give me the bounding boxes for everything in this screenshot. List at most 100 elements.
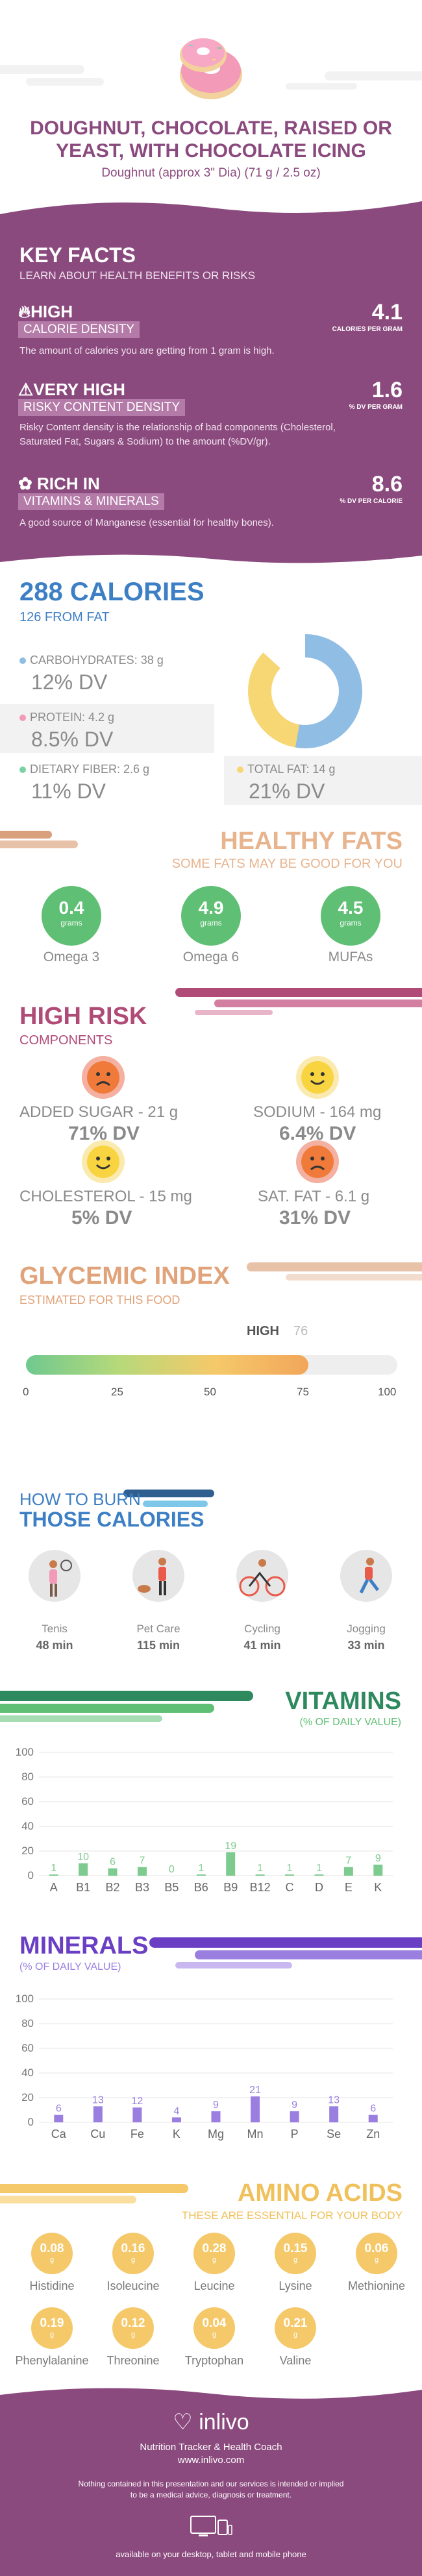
donut-fat (248, 634, 362, 748)
mineral-ytick-label: 0 (28, 2116, 34, 2128)
cycling-icon (236, 1550, 288, 1602)
sat-fat-name: SAT. FAT - 6.1 g (258, 1188, 370, 1205)
risky-density-desc: Risky Content density is the relationshi… (19, 422, 336, 447)
amino-value: 0.06 (364, 2242, 389, 2255)
vitamins-title: VITAMINS (285, 1687, 401, 1715)
pet-care-icon (132, 1550, 184, 1602)
gi-tick: 75 (297, 1386, 309, 1398)
vitamins-minerals-tag: VITAMINS & MINERALS (18, 493, 164, 510)
mineral-bar (368, 2115, 378, 2122)
risky-density-level: ⚠VERY HIGH (18, 380, 125, 399)
glycemic-value: 76 (293, 1324, 308, 1338)
vitamin-value-label: 7 (140, 1856, 145, 1867)
amino-unit: g (130, 2256, 136, 2264)
cloud-decoration (0, 65, 422, 90)
amino-value: 0.12 (121, 2316, 145, 2330)
fat-dv: 21% DV (249, 779, 325, 803)
omega6-circle: 4.9 grams (181, 886, 241, 946)
mineral-bar (251, 2096, 260, 2122)
fats-stripes (0, 831, 78, 848)
amino-unit: g (49, 2331, 55, 2338)
vitamin-ytick-label: 20 (21, 1845, 34, 1857)
amino-value: 0.16 (121, 2242, 145, 2255)
mineral-ytick-label: 100 (16, 1993, 34, 2005)
glycemic-level: HIGH (247, 1324, 279, 1338)
carbs-dv: 12% DV (31, 670, 108, 694)
vitamin-bar (343, 1867, 353, 1876)
key-facts-heading: KEY FACTS (19, 243, 136, 267)
amino-name: Isoleucine (106, 2279, 160, 2292)
mineral-value-label: 21 (249, 2085, 261, 2096)
mineral-value-label: 12 (131, 2096, 143, 2107)
minerals-bar-chart: 0 20 40 60 80 100 6 Ca 13 Cu 12 Fe 4 K 9 Mg 21 Mn 9 P 13 Se 6 Z… (16, 1993, 393, 2141)
vitamin-bar (49, 1874, 58, 1876)
protein-label: PROTEIN: 4.2 g (30, 711, 115, 724)
amino-unit: g (212, 2256, 217, 2264)
tennis-name: Tenis (42, 1623, 68, 1635)
serving-size: Doughnut (approx 3" Dia) (71 g / 2.5 oz) (101, 166, 321, 180)
tennis-icon (29, 1550, 81, 1602)
mineral-bar (132, 2107, 142, 2122)
pet-care-minutes: 115 min (136, 1639, 180, 1652)
vitamin-value-label: 1 (316, 1863, 322, 1874)
calorie-density-value: 4.1 (371, 300, 403, 325)
mufas-value: 4.5 (338, 898, 364, 918)
glycemic-title: GLYCEMIC INDEX (19, 1262, 230, 1290)
glycemic-ticks: 0 25 50 75 100 (23, 1386, 397, 1399)
gi-tick: 50 (204, 1386, 216, 1398)
carbs-dot (19, 657, 26, 665)
brand-name: inlivo (199, 2410, 249, 2435)
mineral-category-label: Zn (366, 2128, 380, 2141)
omega3-name: Omega 3 (43, 950, 100, 964)
footer: ♡ inlivo Nutrition Tracker & Health Coac… (0, 2401, 422, 2576)
vitamin-bar (226, 1852, 236, 1876)
amino-name: Leucine (193, 2279, 235, 2292)
footer-url[interactable]: www.inlivo.com (177, 2455, 245, 2466)
vitamin-value-label: 9 (375, 1853, 381, 1864)
mineral-value-label: 9 (292, 2100, 297, 2111)
mineral-ytick-label: 40 (21, 2067, 34, 2079)
sodium-name: SODIUM - 164 mg (253, 1103, 382, 1121)
cholesterol-name: CHOLESTEROL - 15 mg (19, 1188, 192, 1205)
mineral-bar (54, 2115, 64, 2122)
vitamin-ytick-label: 0 (28, 1869, 34, 1882)
mufas-name: MUFAs (328, 950, 373, 964)
footer-tagline: Nutrition Tracker & Health Coach (140, 2442, 282, 2453)
vitamin-bar (108, 1868, 118, 1876)
amino-stripes (0, 2184, 188, 2203)
mineral-bar (290, 2111, 299, 2122)
amino-value: 0.19 (40, 2316, 64, 2330)
vitamin-category-label: B5 (164, 1881, 179, 1894)
amino-circle: 0.19 g (31, 2307, 73, 2349)
omega3-circle: 0.4 grams (42, 886, 101, 946)
mineral-value-label: 9 (213, 2100, 219, 2111)
amino-circle: 0.16 g (112, 2233, 154, 2274)
fiber-dot (19, 767, 26, 774)
vitamin-bar (373, 1864, 383, 1876)
burn-title-2: THOSE CALORIES (19, 1508, 205, 1531)
vitamin-value-label: 6 (110, 1857, 116, 1868)
omega3-value: 0.4 (58, 898, 84, 918)
amino-circle: 0.12 g (112, 2307, 154, 2349)
vitamin-ytick-label: 60 (21, 1795, 34, 1808)
gi-tick: 0 (23, 1386, 29, 1398)
vitamins-bar-chart: 0204060801001A10B16B27B30B51B619B91B121C… (16, 1746, 393, 1894)
vitamin-bar (137, 1867, 147, 1876)
warning-icon: ⚠ (18, 380, 34, 399)
amino-unit: g (212, 2331, 217, 2338)
amino-value: 0.15 (283, 2242, 308, 2255)
glycemic-subtitle: ESTIMATED FOR THIS FOOD (19, 1294, 180, 1306)
mineral-value-label: 4 (173, 2105, 179, 2116)
amino-subtitle: THESE ARE ESSENTIAL FOR YOUR BODY (181, 2209, 403, 2222)
amino-name: Tryptophan (184, 2354, 244, 2367)
doughnut-icon (180, 38, 242, 99)
amino-unit: g (374, 2256, 379, 2264)
amino-circle: 0.04 g (193, 2307, 235, 2349)
pet-care-name: Pet Care (136, 1623, 180, 1635)
footer-available: available on your desktop, tablet and mo… (116, 2549, 306, 2559)
jogging-icon (340, 1550, 392, 1602)
mineral-category-label: Cu (90, 2128, 105, 2141)
fat-label: TOTAL FAT: 14 g (247, 763, 336, 776)
gi-tick: 100 (378, 1386, 397, 1398)
cycling-name: Cycling (244, 1623, 280, 1635)
